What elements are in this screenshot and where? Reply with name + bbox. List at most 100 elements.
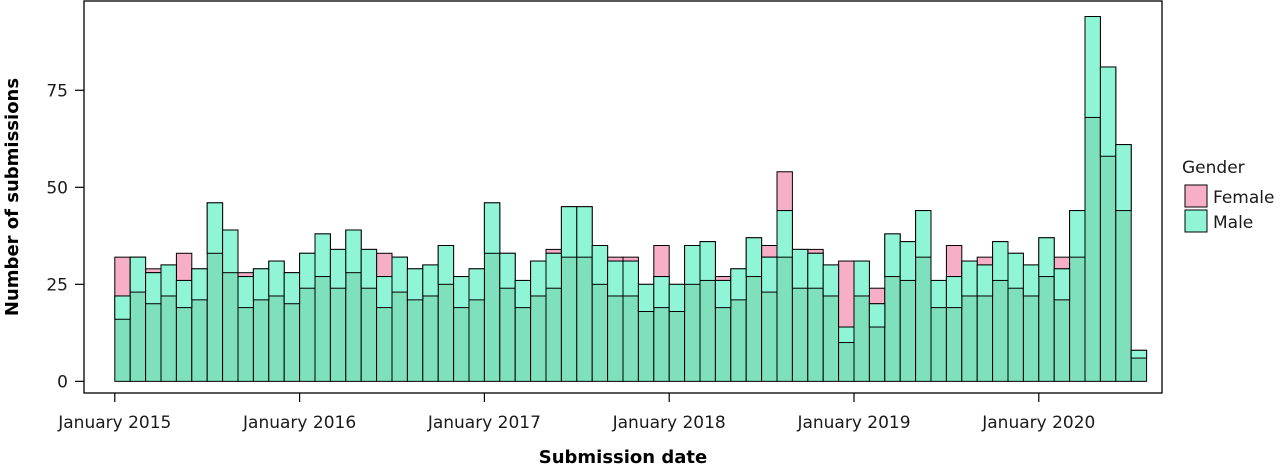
bar-male-cap-2018-07 bbox=[761, 256, 778, 293]
bar-male-cap-2020-03 bbox=[1069, 210, 1086, 258]
bar-male-cap-2019-09 bbox=[976, 264, 994, 297]
bar-female-2015-01 bbox=[114, 256, 131, 297]
bar-male-cap-2020-02 bbox=[1053, 268, 1071, 301]
x-axis-title: Submission date bbox=[539, 447, 707, 467]
legend-label-male: Male bbox=[1213, 213, 1253, 233]
bar-male-cap-2019-03 bbox=[884, 233, 901, 278]
bar-male-cap-2018-06 bbox=[745, 237, 763, 278]
bar-male-cap-2016-05 bbox=[360, 248, 378, 289]
bar-male-cap-2015-04 bbox=[160, 264, 177, 297]
bar-male-cap-2017-11 bbox=[637, 283, 655, 312]
bar-female-2018-10 bbox=[807, 248, 824, 254]
x-tick-label-2020: January 2020 bbox=[981, 413, 1095, 433]
bar-male-cap-2015-01 bbox=[114, 295, 131, 320]
bar-male-cap-2020-07 bbox=[1130, 349, 1148, 359]
bar-male-cap-2017-03 bbox=[514, 279, 532, 309]
bar-male-cap-2020-01 bbox=[1038, 237, 1055, 278]
bar-male-cap-2016-02 bbox=[314, 233, 331, 278]
bar-male-cap-2018-03 bbox=[699, 241, 716, 281]
y-tick-label-0: 0 bbox=[57, 372, 68, 392]
bar-male-cap-2017-07 bbox=[576, 206, 593, 258]
bar-male-cap-2019-02 bbox=[868, 303, 886, 328]
bar-female-2015-09 bbox=[237, 272, 254, 278]
y-tick-label-50: 50 bbox=[46, 178, 68, 198]
bar-female-2018-04 bbox=[714, 276, 732, 281]
bar-male-cap-2019-11 bbox=[1007, 252, 1024, 289]
bar-male-cap-2019-06 bbox=[930, 279, 947, 309]
bar-male-cap-2020-05 bbox=[1099, 66, 1117, 157]
bar-female-2020-02 bbox=[1053, 256, 1071, 270]
bar-male-cap-2015-03 bbox=[145, 272, 162, 305]
bar-male-cap-2015-09 bbox=[237, 276, 254, 309]
bar-female-2018-12 bbox=[838, 260, 855, 328]
bar-male-cap-2015-06 bbox=[191, 268, 208, 301]
bar-male-cap-2019-12 bbox=[1022, 264, 1040, 297]
legend: Gender Female Male bbox=[1182, 158, 1274, 233]
bar-male-cap-2015-11 bbox=[268, 260, 285, 297]
x-axis: January 2015 January 2016 January 2017 Janu… bbox=[57, 393, 1095, 433]
bars-group bbox=[114, 16, 1148, 382]
x-tick-label-2015: January 2015 bbox=[57, 413, 171, 433]
bar-male-cap-2019-07 bbox=[945, 276, 963, 309]
bar-male-cap-2017-01 bbox=[483, 202, 501, 254]
bar-male-cap-2018-10 bbox=[807, 252, 824, 289]
bar-male-cap-2018-05 bbox=[730, 268, 747, 301]
y-tick-label-75: 75 bbox=[46, 81, 68, 101]
bar-male-cap-2017-08 bbox=[591, 245, 609, 285]
bar-male-cap-2020-04 bbox=[1084, 16, 1101, 118]
bar-male-cap-2015-10 bbox=[252, 268, 270, 301]
bar-male-cap-2015-05 bbox=[175, 279, 193, 309]
x-tick-label-2017: January 2017 bbox=[427, 413, 541, 433]
bar-male-cap-2015-02 bbox=[129, 256, 147, 293]
bar-female-2018-08 bbox=[776, 171, 793, 212]
bar-female-2016-06 bbox=[376, 252, 393, 278]
legend-swatch-male bbox=[1184, 209, 1208, 233]
bar-female-2017-09 bbox=[607, 256, 624, 262]
bar-male-cap-2016-07 bbox=[391, 256, 408, 293]
bar-male-cap-2018-08 bbox=[776, 210, 793, 258]
bar-female-2019-09 bbox=[976, 256, 994, 266]
bar-male-cap-2017-05 bbox=[545, 252, 562, 289]
bar-male-cap-2015-12 bbox=[283, 272, 301, 305]
bar-male-cap-2018-04 bbox=[714, 279, 732, 309]
bar-male-cap-2017-12 bbox=[653, 276, 670, 309]
bar-male-cap-2018-11 bbox=[822, 264, 840, 297]
bar-male-cap-2016-10 bbox=[437, 245, 455, 285]
bar-male-cap-2019-05 bbox=[915, 210, 932, 258]
bar-male-cap-2016-12 bbox=[468, 268, 485, 301]
bar-male-cap-2016-11 bbox=[453, 276, 470, 309]
bar-male-cap-2019-04 bbox=[899, 241, 917, 281]
bar-male-cap-2019-01 bbox=[853, 260, 870, 297]
bar-male-cap-2018-02 bbox=[684, 245, 701, 285]
bar-male-cap-2016-03 bbox=[329, 248, 347, 289]
bar-male-cap-2017-10 bbox=[622, 260, 639, 297]
bar-female-2018-07 bbox=[761, 245, 778, 258]
bar-male-cap-2019-10 bbox=[992, 241, 1009, 281]
bar-male-cap-2017-09 bbox=[607, 260, 624, 297]
bar-female-2019-07 bbox=[945, 245, 963, 278]
bar-male-cap-2020-06 bbox=[1115, 144, 1132, 212]
bar-female-2015-05 bbox=[175, 252, 193, 281]
bar-male-cap-2018-01 bbox=[668, 283, 686, 312]
bar-male-cap-2016-04 bbox=[345, 229, 362, 274]
y-axis-title: Number of submissions bbox=[2, 78, 23, 316]
bar-male-cap-2019-08 bbox=[961, 260, 978, 297]
bar-male-cap-2017-02 bbox=[499, 252, 516, 289]
bar-female-2017-12 bbox=[653, 245, 670, 278]
bar-male-cap-2016-06 bbox=[376, 276, 393, 309]
y-axis: 0 25 50 75 bbox=[46, 81, 84, 392]
bar-male-cap-2018-09 bbox=[791, 248, 809, 289]
bar-male-cap-2018-12 bbox=[838, 326, 855, 344]
bar-male-cap-2016-09 bbox=[422, 264, 439, 297]
legend-title: Gender bbox=[1182, 158, 1245, 178]
bar-female-2015-03 bbox=[145, 268, 162, 274]
x-tick-label-2018: January 2018 bbox=[612, 413, 726, 433]
legend-swatch-female bbox=[1184, 184, 1208, 208]
bar-male-cap-2016-01 bbox=[299, 252, 316, 289]
bar-female-2017-05 bbox=[545, 248, 562, 254]
x-tick-label-2016: January 2016 bbox=[242, 413, 356, 433]
x-tick-label-2019: January 2019 bbox=[796, 413, 910, 433]
bar-female-2019-02 bbox=[868, 287, 886, 305]
